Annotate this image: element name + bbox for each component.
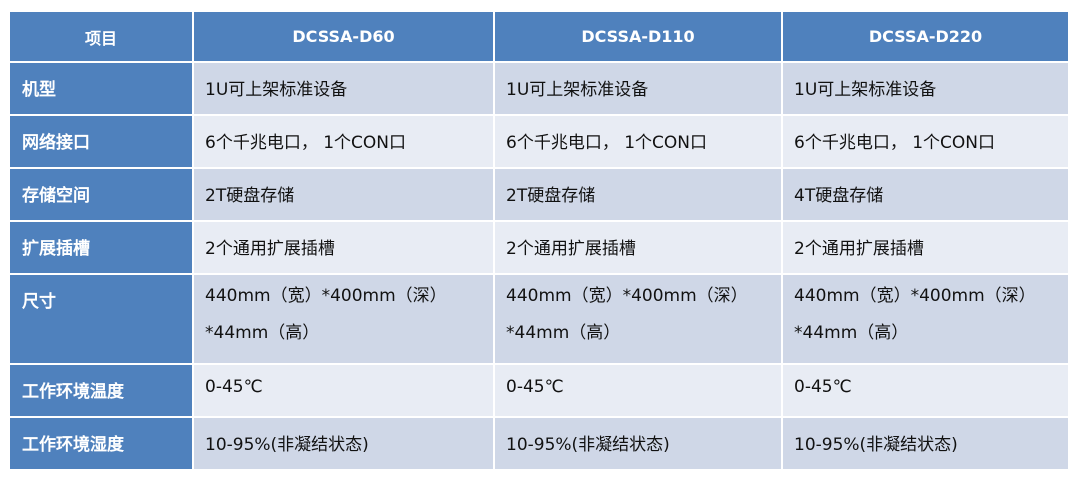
cell-value: 0-45℃ bbox=[194, 365, 493, 416]
cell-text: 2T硬盘存储 bbox=[506, 186, 596, 206]
cell-text: 10-95%(非凝结状态) bbox=[506, 435, 670, 455]
cell-value: 2个通用扩展插槽 bbox=[783, 222, 1068, 273]
cell-value: 440mm（宽）*400mm（深）*44mm（高） bbox=[783, 275, 1068, 363]
cell-value: 10-95%(非凝结状态) bbox=[194, 418, 493, 469]
cell-text: 1U可上架标准设备 bbox=[506, 80, 649, 100]
cell-value: 1U可上架标准设备 bbox=[194, 63, 493, 114]
cell-value: 440mm（宽）*400mm（深）*44mm（高） bbox=[495, 275, 781, 363]
cell-text: 10-95%(非凝结状态) bbox=[794, 435, 958, 455]
row-label: 存储空间 bbox=[10, 169, 192, 220]
cell-value: 10-95%(非凝结状态) bbox=[495, 418, 781, 469]
cell-text: 0-45℃ bbox=[794, 377, 852, 397]
cell-text: 6个千兆电口， 1个CON口 bbox=[205, 133, 407, 153]
table-row: 工作环境温度 0-45℃ 0-45℃ 0-45℃ bbox=[10, 365, 1068, 416]
cell-text: 1U可上架标准设备 bbox=[794, 80, 937, 100]
cell-value: 1U可上架标准设备 bbox=[783, 63, 1068, 114]
cell-text: 2个通用扩展插槽 bbox=[205, 239, 335, 259]
cell-value: 10-95%(非凝结状态) bbox=[783, 418, 1068, 469]
table-row: 存储空间 2T硬盘存储 2T硬盘存储 4T硬盘存储 bbox=[10, 169, 1068, 220]
cell-text: 0-45℃ bbox=[506, 377, 564, 397]
cell-value: 6个千兆电口， 1个CON口 bbox=[495, 116, 781, 167]
cell-value: 440mm（宽）*400mm（深）*44mm（高） bbox=[194, 275, 493, 363]
cell-value: 2T硬盘存储 bbox=[194, 169, 493, 220]
header-item: 项目 bbox=[10, 12, 192, 61]
cell-text: 10-95%(非凝结状态) bbox=[205, 435, 369, 455]
row-label: 网络接口 bbox=[10, 116, 192, 167]
cell-text: 440mm（宽）*400mm（深）*44mm（高） bbox=[506, 286, 748, 343]
cell-text: 1U可上架标准设备 bbox=[205, 80, 348, 100]
cell-text: 6个千兆电口， 1个CON口 bbox=[506, 133, 708, 153]
header-model-d110: DCSSA-D110 bbox=[495, 12, 781, 61]
cell-text: 6个千兆电口， 1个CON口 bbox=[794, 133, 996, 153]
cell-value: 6个千兆电口， 1个CON口 bbox=[783, 116, 1068, 167]
cell-text: 440mm（宽）*400mm（深）*44mm（高） bbox=[205, 286, 447, 343]
cell-text: 2个通用扩展插槽 bbox=[794, 239, 924, 259]
header-model-d60: DCSSA-D60 bbox=[194, 12, 493, 61]
spec-table: 项目 DCSSA-D60 DCSSA-D110 DCSSA-D220 机型 1U可… bbox=[8, 10, 1070, 471]
cell-text: 0-45℃ bbox=[205, 377, 263, 397]
cell-value: 2个通用扩展插槽 bbox=[495, 222, 781, 273]
table-row: 工作环境湿度 10-95%(非凝结状态) 10-95%(非凝结状态) 10-95%(非… bbox=[10, 418, 1068, 469]
table-row: 扩展插槽 2个通用扩展插槽 2个通用扩展插槽 2个通用扩展插槽 bbox=[10, 222, 1068, 273]
row-label: 工作环境湿度 bbox=[10, 418, 192, 469]
row-label: 工作环境温度 bbox=[10, 365, 192, 416]
cell-text: 2T硬盘存储 bbox=[205, 186, 295, 206]
cell-value: 6个千兆电口， 1个CON口 bbox=[194, 116, 493, 167]
cell-value: 0-45℃ bbox=[495, 365, 781, 416]
cell-value: 0-45℃ bbox=[783, 365, 1068, 416]
table-row: 网络接口 6个千兆电口， 1个CON口 6个千兆电口， 1个CON口 6个千兆电口， … bbox=[10, 116, 1068, 167]
cell-value: 1U可上架标准设备 bbox=[495, 63, 781, 114]
cell-value: 2T硬盘存储 bbox=[495, 169, 781, 220]
table-row: 尺寸 440mm（宽）*400mm（深）*44mm（高） 440mm（宽）*400m… bbox=[10, 275, 1068, 363]
cell-text: 440mm（宽）*400mm（深）*44mm（高） bbox=[794, 286, 1036, 343]
row-label: 机型 bbox=[10, 63, 192, 114]
header-row: 项目 DCSSA-D60 DCSSA-D110 DCSSA-D220 bbox=[10, 12, 1068, 61]
cell-text: 2个通用扩展插槽 bbox=[506, 239, 636, 259]
cell-value: 2个通用扩展插槽 bbox=[194, 222, 493, 273]
table-row: 机型 1U可上架标准设备 1U可上架标准设备 1U可上架标准设备 bbox=[10, 63, 1068, 114]
cell-value: 4T硬盘存储 bbox=[783, 169, 1068, 220]
cell-text: 4T硬盘存储 bbox=[794, 186, 884, 206]
row-label: 扩展插槽 bbox=[10, 222, 192, 273]
row-label: 尺寸 bbox=[10, 275, 192, 363]
header-model-d220: DCSSA-D220 bbox=[783, 12, 1068, 61]
